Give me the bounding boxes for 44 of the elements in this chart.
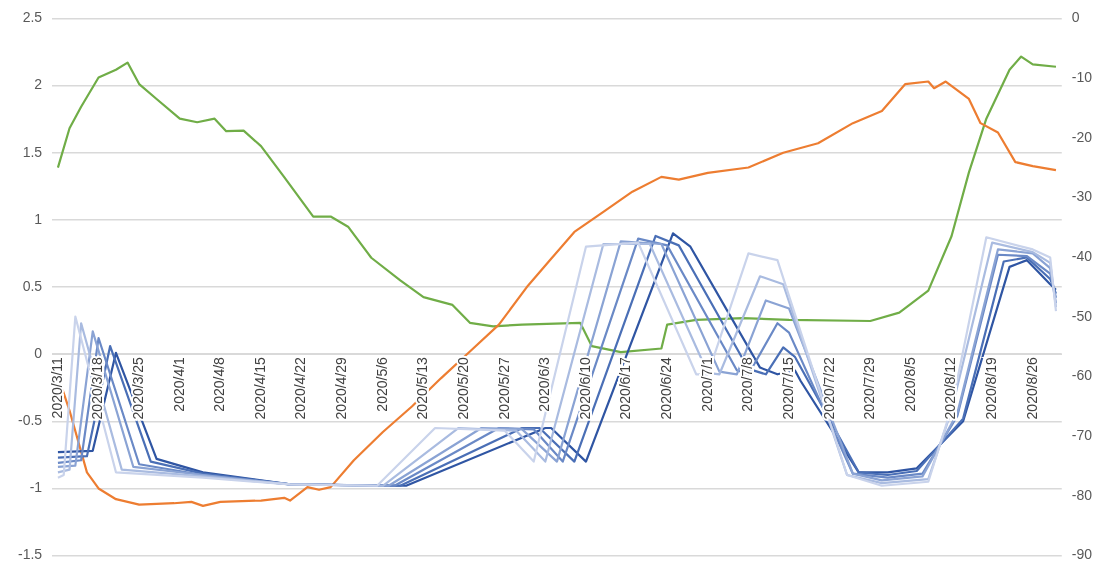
y2-tick-label: -70 bbox=[1071, 427, 1093, 444]
x-tick-label: 2020/6/24 bbox=[658, 356, 675, 420]
y-tick-label: 1 bbox=[34, 210, 43, 227]
y2-tick-label: -60 bbox=[1071, 367, 1093, 384]
y-tick-label: -1 bbox=[29, 479, 43, 496]
x-tick-label: 2020/5/27 bbox=[495, 356, 512, 420]
y2-tick-label: -20 bbox=[1071, 128, 1093, 145]
y-tick-label: -1.5 bbox=[18, 546, 43, 563]
x-tick-label: 2020/5/6 bbox=[373, 356, 390, 412]
y2-tick-label: -10 bbox=[1071, 68, 1093, 85]
y-tick-label: 0.5 bbox=[22, 277, 43, 294]
x-tick-label: 2020/4/22 bbox=[292, 356, 309, 420]
y2-tick-label: 0 bbox=[1071, 9, 1080, 26]
y-tick-label: -0.5 bbox=[18, 412, 43, 429]
x-tick-label: 2020/7/29 bbox=[861, 356, 878, 420]
y-tick-label: 1.5 bbox=[22, 143, 43, 160]
x-tick-label: 2020/7/22 bbox=[820, 356, 837, 420]
x-tick-label: 2020/8/26 bbox=[1023, 356, 1040, 420]
x-tick-label: 2020/4/15 bbox=[251, 356, 268, 420]
y-tick-label: 2 bbox=[34, 76, 43, 93]
x-tick-label: 2020/7/8 bbox=[739, 356, 756, 412]
x-tick-label: 2020/6/17 bbox=[617, 356, 634, 420]
y-tick-label: 2.5 bbox=[22, 9, 43, 26]
x-tick-label: 2020/5/13 bbox=[414, 356, 431, 420]
x-tick-label: 2020/4/1 bbox=[170, 356, 187, 412]
x-tick-label: 2020/8/12 bbox=[942, 356, 959, 420]
x-tick-label: 2020/7/1 bbox=[698, 356, 715, 412]
x-tick-label: 2020/3/25 bbox=[130, 356, 147, 420]
x-tick-label: 2020/3/18 bbox=[89, 356, 106, 420]
x-tick-label: 2020/6/10 bbox=[576, 356, 593, 420]
y2-tick-label: -40 bbox=[1071, 248, 1093, 265]
x-tick-label: 2020/3/11 bbox=[48, 356, 65, 419]
x-tick-label: 2020/4/29 bbox=[333, 356, 350, 420]
y2-tick-label: -90 bbox=[1071, 546, 1093, 563]
y2-tick-label: -80 bbox=[1071, 486, 1093, 503]
y-tick-label: 0 bbox=[34, 345, 43, 362]
x-tick-label: 2020/7/15 bbox=[779, 356, 796, 420]
y2-tick-label: -30 bbox=[1071, 188, 1093, 205]
y2-tick-label: -50 bbox=[1071, 307, 1093, 324]
x-tick-label: 2020/4/8 bbox=[211, 356, 228, 412]
x-tick-label: 2020/6/3 bbox=[536, 356, 553, 412]
x-tick-label: 2020/5/20 bbox=[454, 356, 471, 420]
x-tick-label: 2020/8/19 bbox=[982, 356, 999, 420]
x-tick-label: 2020/8/5 bbox=[901, 356, 918, 412]
